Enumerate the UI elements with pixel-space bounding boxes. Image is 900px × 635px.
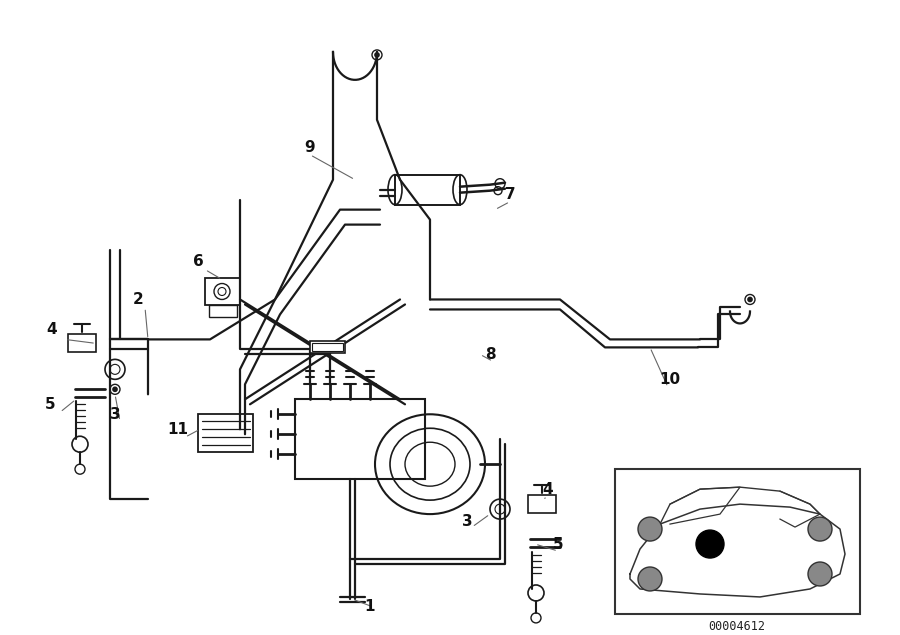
Text: 4: 4 <box>47 322 58 337</box>
Circle shape <box>748 297 752 302</box>
Circle shape <box>808 562 832 586</box>
Text: 9: 9 <box>305 140 315 155</box>
Text: 1: 1 <box>364 599 375 615</box>
Bar <box>209 305 237 318</box>
Circle shape <box>808 517 832 541</box>
Circle shape <box>696 530 724 558</box>
Circle shape <box>638 567 662 591</box>
Bar <box>295 399 425 479</box>
Text: 5: 5 <box>553 537 563 552</box>
Bar <box>310 342 345 354</box>
Text: 7: 7 <box>505 187 516 202</box>
Text: 3: 3 <box>110 407 121 422</box>
Bar <box>395 175 460 204</box>
Text: 5: 5 <box>45 397 55 411</box>
Bar <box>198 414 253 452</box>
Bar <box>312 344 343 351</box>
Text: 8: 8 <box>485 347 495 362</box>
Text: 2: 2 <box>132 292 143 307</box>
Bar <box>615 469 860 614</box>
Circle shape <box>375 53 379 57</box>
Circle shape <box>638 517 662 541</box>
Bar <box>528 495 556 513</box>
Circle shape <box>113 387 117 391</box>
Bar <box>68 335 96 352</box>
Text: 4: 4 <box>543 481 553 497</box>
Bar <box>205 277 240 305</box>
Text: 11: 11 <box>167 422 188 437</box>
Text: 3: 3 <box>462 514 472 528</box>
Text: 10: 10 <box>660 372 680 387</box>
Text: 00004612: 00004612 <box>708 620 766 633</box>
Text: 6: 6 <box>193 254 203 269</box>
